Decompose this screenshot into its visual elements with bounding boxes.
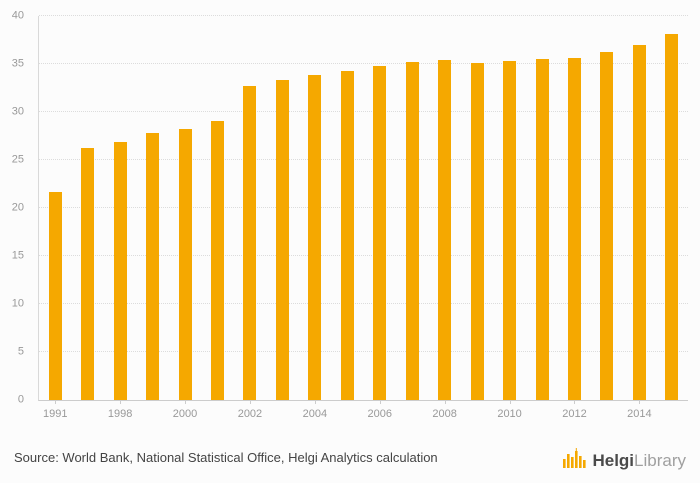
bar-cell: 2014 <box>623 16 655 420</box>
y-tick-label: 10 <box>11 297 24 310</box>
bar-cell: 2000 <box>169 16 201 420</box>
bar-1999 <box>146 133 160 400</box>
gridline <box>39 15 688 16</box>
bar-cell: 2006 <box>364 16 396 420</box>
x-tick-mark <box>249 400 251 404</box>
x-tick-mark <box>444 400 446 404</box>
bar-cell <box>396 16 428 400</box>
brand-library: Library <box>634 450 686 470</box>
x-tick-label: 1991 <box>42 408 68 420</box>
x-tick-label: 2014 <box>627 408 652 420</box>
x-tick-label: 2012 <box>562 408 587 420</box>
y-axis-labels: 0 5 10 15 20 25 30 35 40 <box>0 10 32 405</box>
bar-2003 <box>275 80 289 400</box>
bar-1997 <box>81 147 95 400</box>
footer: Source: World Bank, National Statistical… <box>0 432 700 483</box>
x-tick-label: 2006 <box>367 408 392 420</box>
bars-group: 1991 1998 2000 2002 2004 2006 2008 2010 2012 2014 <box>39 16 688 420</box>
bar-2005 <box>340 70 354 400</box>
helgi-library-logo[interactable]: HelgiLibrary <box>562 447 686 469</box>
bar-cell <box>591 16 623 400</box>
bar-cell: 1991 <box>39 16 71 420</box>
bar-2011 <box>535 59 549 400</box>
source-text: Source: World Bank, National Statistical… <box>14 450 438 465</box>
bar-2015 <box>665 34 679 400</box>
bar-2001 <box>210 120 224 400</box>
bar-cell <box>526 16 558 400</box>
helgi-bars-icon <box>563 447 587 468</box>
bar-cell <box>136 16 168 400</box>
x-tick-mark <box>639 400 641 404</box>
bar-2000 <box>178 129 192 400</box>
gridline <box>39 255 688 256</box>
gridline <box>39 63 688 64</box>
bar-2009 <box>470 63 484 400</box>
x-tick-mark <box>120 400 122 404</box>
bar-2007 <box>405 62 419 400</box>
x-tick-label: 2000 <box>172 408 198 420</box>
x-tick-label: 2010 <box>497 408 522 420</box>
bar-cell <box>461 16 493 400</box>
gridline <box>39 111 688 112</box>
gridline <box>39 303 688 304</box>
bar-cell <box>71 16 103 400</box>
gridline <box>39 159 688 160</box>
y-tick-label: 0 <box>17 393 24 406</box>
bar-1991 <box>48 191 62 400</box>
plot-area: 1991 1998 2000 2002 2004 2006 2008 2010 2012 2014 <box>38 15 688 420</box>
bar-2013 <box>600 51 614 400</box>
x-tick-label: 1998 <box>107 408 133 420</box>
bar-cell <box>656 16 688 400</box>
x-tick-mark <box>379 400 381 404</box>
bar-cell: 2008 <box>428 16 460 420</box>
y-tick-label: 40 <box>11 9 24 22</box>
bar-2014 <box>632 44 646 400</box>
gridline <box>39 351 688 352</box>
bar-cell: 2004 <box>299 16 331 420</box>
bar-2008 <box>438 60 452 400</box>
x-tick-mark <box>55 400 57 404</box>
bar-cell: 2012 <box>558 16 590 420</box>
bar-chart: 0 5 10 15 20 25 30 35 40 1991 1998 2000 2002 2004 200… <box>0 10 688 420</box>
y-tick-label: 30 <box>11 105 24 118</box>
x-tick-label: 2004 <box>302 408 328 420</box>
x-tick-label: 2008 <box>432 408 457 420</box>
bar-1998 <box>113 141 127 400</box>
bar-2006 <box>373 65 387 400</box>
y-tick-label: 20 <box>11 201 24 214</box>
brand-text: HelgiLibrary <box>592 452 686 469</box>
y-tick-label: 15 <box>11 249 24 262</box>
x-tick-label: 2002 <box>237 408 263 420</box>
bar-2002 <box>243 86 257 400</box>
bar-cell <box>266 16 298 400</box>
bar-cell: 2010 <box>493 16 525 420</box>
y-tick-label: 35 <box>11 57 24 70</box>
brand-helgi: Helgi <box>592 450 635 470</box>
gridline <box>39 207 688 208</box>
bar-cell: 1998 <box>104 16 136 420</box>
x-tick-mark <box>509 400 511 404</box>
y-tick-label: 5 <box>17 345 24 358</box>
x-tick-mark <box>574 400 576 404</box>
bar-cell: 2002 <box>234 16 266 420</box>
bar-2010 <box>503 61 517 400</box>
bar-cell <box>201 16 233 400</box>
x-tick-mark <box>314 400 316 404</box>
x-tick-mark <box>185 400 187 404</box>
y-tick-label: 25 <box>11 153 24 166</box>
bar-cell <box>331 16 363 400</box>
bar-2004 <box>308 74 322 400</box>
bar-2012 <box>567 58 581 400</box>
